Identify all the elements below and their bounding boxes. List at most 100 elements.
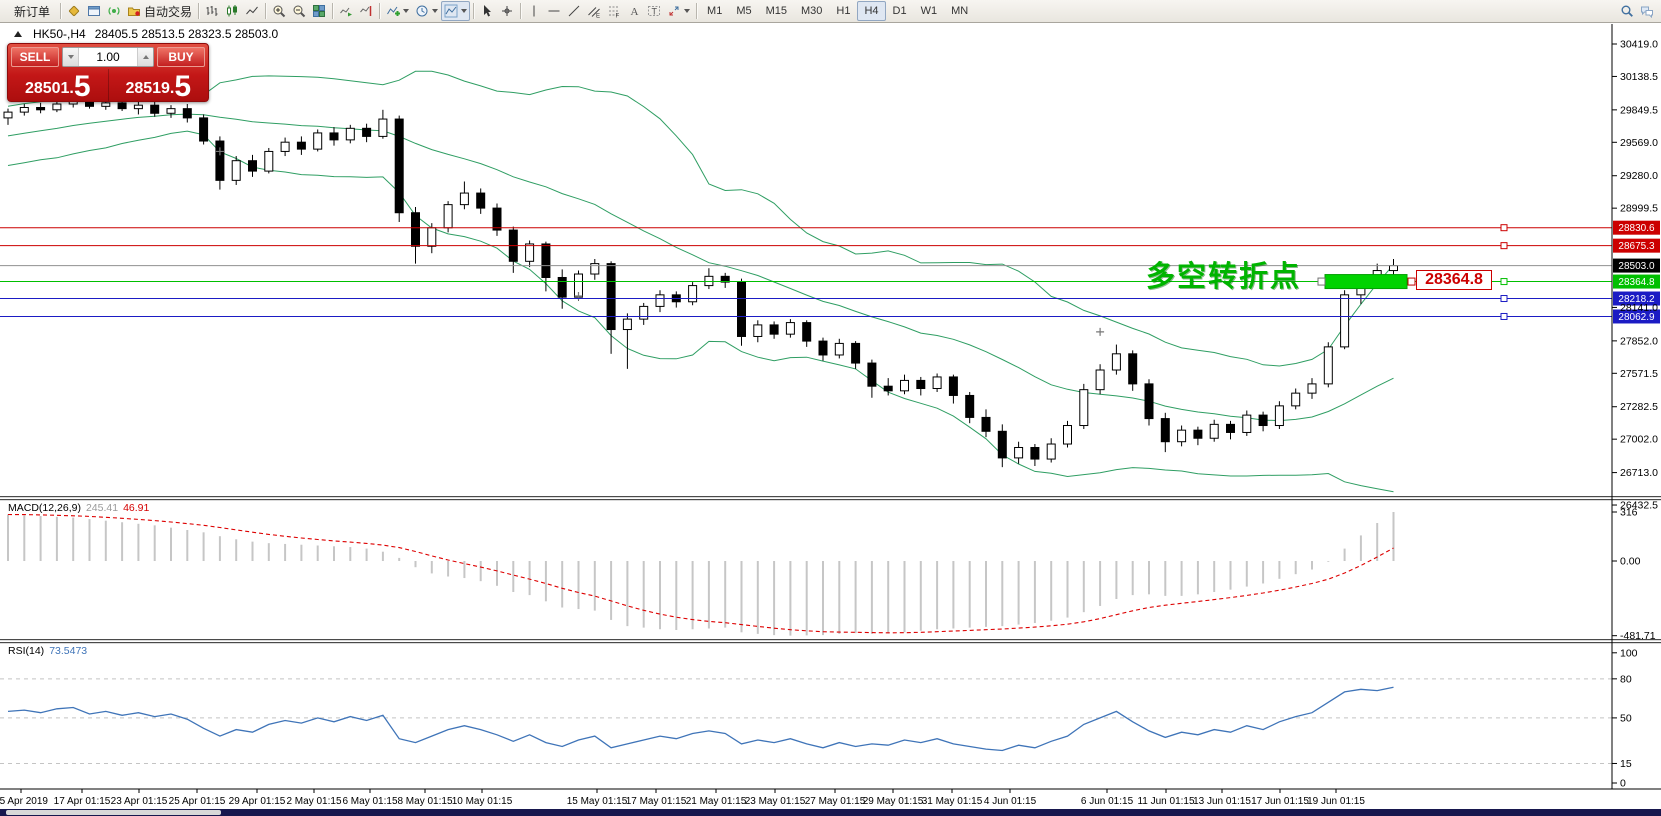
pane-separator[interactable] [0, 639, 1661, 641]
line-handle[interactable] [1500, 242, 1508, 250]
buy-price[interactable]: 28519. 5 [109, 69, 209, 102]
bear-candle [199, 117, 209, 142]
line-chart-mode-button[interactable] [242, 1, 262, 21]
periods-button[interactable] [412, 1, 441, 21]
timeframe-m5-button[interactable]: M5 [736, 5, 752, 17]
scrollbar-thumb[interactable] [6, 810, 221, 815]
toolbar-separator [520, 3, 522, 19]
collapse-panel-icon[interactable] [14, 31, 22, 37]
bull-candle [932, 376, 942, 390]
bear-candle [36, 106, 46, 111]
arrows-button[interactable] [664, 1, 693, 21]
auto-scroll-button[interactable] [336, 1, 356, 21]
hline-icon [548, 10, 560, 12]
timeframe-m30-button[interactable]: M30 [801, 5, 823, 17]
timeframe-h4-button[interactable]: H4 [857, 1, 886, 21]
price-tick-label: 29849.5 [1620, 104, 1658, 116]
dropdown-arrow-icon[interactable] [461, 9, 468, 13]
timeframe-w1-button[interactable]: W1 [920, 5, 938, 17]
zoom-in-icon [273, 5, 286, 18]
buy-button[interactable]: BUY [157, 46, 205, 67]
market-watch-icon [88, 6, 101, 16]
time-tick-label: 15 May 01:15 [567, 796, 628, 807]
bear-candle [737, 281, 746, 337]
bull-candle [525, 243, 535, 262]
bear-candle [867, 362, 877, 387]
pane-separator[interactable] [0, 496, 1661, 498]
timeframe-mn-button[interactable]: MN [951, 5, 969, 17]
new-order-button-label: 新订单 [14, 4, 51, 19]
sell-price[interactable]: 28501. 5 [8, 69, 109, 102]
timeframe-m1-button[interactable]: M1 [707, 5, 723, 17]
timeframe-h1-button[interactable]: H1 [836, 5, 851, 17]
toolbar-separator [473, 3, 475, 19]
price-tick-label: 29280.0 [1620, 170, 1658, 182]
text-button[interactable]: A [624, 1, 644, 21]
timeframe-m15-button[interactable]: M15 [765, 5, 787, 17]
time-tick-label: 29 Apr 01:15 [229, 796, 286, 807]
line-handle[interactable] [1500, 224, 1508, 232]
bear-candle [1030, 446, 1040, 460]
bull-candle [427, 227, 437, 247]
line-handle[interactable] [1500, 295, 1508, 303]
tile-windows-button[interactable] [309, 1, 329, 21]
candlestick-mode-button[interactable] [222, 1, 242, 21]
signals-button[interactable] [104, 1, 124, 21]
bull-candle [1046, 443, 1056, 460]
turning-point-rectangle[interactable] [1324, 274, 1408, 290]
bear-candle [541, 243, 551, 278]
indicators-button[interactable] [383, 1, 412, 21]
dropdown-arrow-icon[interactable] [403, 9, 410, 13]
text-label-button[interactable]: T [644, 1, 664, 21]
search-button[interactable] [1617, 1, 1637, 21]
price-tick-label: 27852.0 [1620, 335, 1658, 347]
rsi-pane [7, 686, 1394, 752]
toolbar-separator [379, 3, 381, 19]
zoom-out-button[interactable] [289, 1, 309, 21]
object-handle[interactable] [1407, 277, 1416, 286]
macd-pane [7, 512, 1395, 636]
fibonacci-button[interactable]: F [604, 1, 624, 21]
price-level-label[interactable]: 28364.8 [1416, 270, 1492, 290]
new-order-button[interactable]: 新订单 [4, 1, 57, 21]
market-watch-button[interactable] [84, 1, 104, 21]
bull-candle [1177, 429, 1187, 443]
crosshair-button[interactable] [497, 1, 517, 21]
cursor-button[interactable] [477, 1, 497, 21]
autotrade-button[interactable]: 自动交易 [124, 1, 195, 21]
dropdown-arrow-icon[interactable] [432, 9, 439, 13]
turning-point-annotation[interactable]: 多空转折点 [1146, 261, 1302, 293]
trendline-button[interactable] [564, 1, 584, 21]
price-badge-text: 28218.2 [1618, 294, 1655, 305]
chart-shift-button[interactable] [356, 1, 376, 21]
bear-candle [948, 376, 958, 396]
toolbar-separator [198, 3, 200, 19]
line-handle[interactable] [1500, 278, 1508, 286]
pane-separator[interactable] [0, 642, 1661, 644]
volume-input[interactable] [78, 47, 138, 66]
channel-icon: E [588, 7, 600, 18]
volume-increase-button[interactable] [138, 47, 153, 66]
vertical-line-button[interactable] [524, 1, 544, 21]
channel-button[interactable]: E [584, 1, 604, 21]
sell-button[interactable]: SELL [11, 46, 59, 67]
bear-candle [769, 324, 779, 335]
object-handle[interactable] [1317, 277, 1326, 286]
time-tick-label: 6 Jun 01:15 [1081, 796, 1134, 807]
dropdown-arrow-icon[interactable] [684, 9, 691, 13]
favorites-button[interactable] [64, 1, 84, 21]
horizontal-line-button[interactable] [544, 1, 564, 21]
time-tick-label: 23 Apr 01:15 [111, 796, 168, 807]
templates-button[interactable] [441, 1, 471, 21]
crosshair-icon [502, 6, 513, 16]
line-handle[interactable] [1500, 312, 1508, 320]
timeframe-d1-button[interactable]: D1 [892, 5, 907, 17]
time-tick-label: 25 Apr 01:15 [169, 796, 226, 807]
bar-chart-mode-button[interactable] [202, 1, 222, 21]
zoom-in-button[interactable] [269, 1, 289, 21]
chat-button[interactable] [1637, 1, 1657, 21]
pane-separator[interactable] [0, 499, 1661, 501]
volume-decrease-button[interactable] [63, 47, 78, 66]
bull-candle [313, 132, 323, 150]
